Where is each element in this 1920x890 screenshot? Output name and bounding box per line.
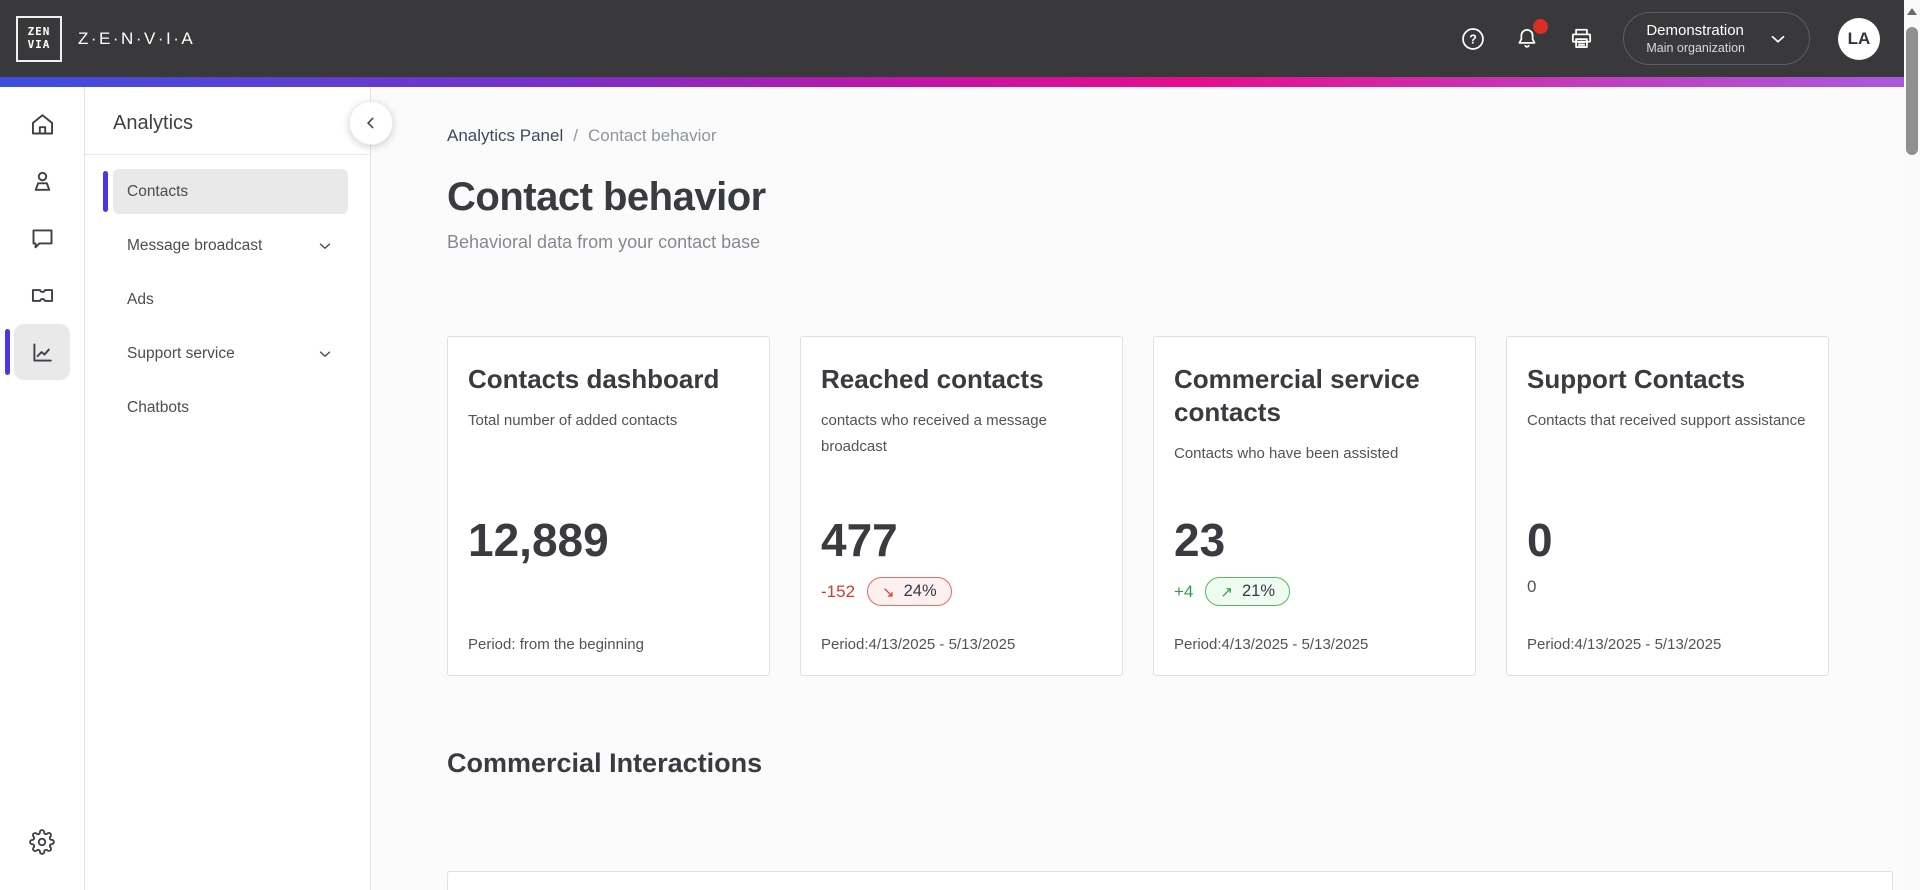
card-value: 0 <box>1527 514 1553 566</box>
trend-badge: ↘ 24% <box>867 577 952 606</box>
card-delta-row: -152 ↘ 24% <box>821 577 952 606</box>
trend-badge: ↗ 21% <box>1205 577 1290 606</box>
icon-nav-rail <box>0 87 85 890</box>
logo-text-top: ZEN <box>27 24 51 38</box>
trend-up-icon: ↗ <box>1220 583 1233 601</box>
card-title: Commercial service contacts <box>1174 364 1420 427</box>
kpi-cards-row: Contacts dashboard Total number of added… <box>447 336 1920 676</box>
delta-percent: 21% <box>1241 582 1275 600</box>
print-button[interactable] <box>1568 25 1595 52</box>
breadcrumb: Analytics Panel / Contact behavior <box>447 126 1920 146</box>
card-period: Period: from the beginning <box>468 636 644 653</box>
sidebar-collapse-button[interactable] <box>349 101 393 145</box>
trend-down-icon: ↘ <box>882 583 895 601</box>
breadcrumb-separator: / <box>573 126 578 145</box>
sidebar-item-label: Message broadcast <box>127 236 263 254</box>
organization-switcher[interactable]: Demonstration Main organization <box>1623 11 1810 66</box>
logo-text-bottom: VIA <box>27 37 51 51</box>
organization-subtitle: Main organization <box>1646 41 1745 56</box>
main-content: Analytics Panel / Contact behavior Conta… <box>371 87 1920 890</box>
breadcrumb-current: Contact behavior <box>587 126 717 145</box>
card-title: Support Contacts <box>1527 364 1746 394</box>
user-avatar[interactable]: LA <box>1838 17 1880 60</box>
sidebar-item-contacts[interactable]: Contacts <box>103 169 348 214</box>
card-commercial-service-contacts: Commercial service contacts Contacts who… <box>1153 336 1476 676</box>
gear-icon <box>29 829 55 855</box>
sidebar-item-ads[interactable]: Ads <box>113 277 348 322</box>
nav-analytics[interactable] <box>5 324 70 380</box>
card-period: Period:4/13/2025 - 5/13/2025 <box>821 636 1016 653</box>
sidebar-item-support-service[interactable]: Support service <box>113 331 348 376</box>
card-value: 23 <box>1174 514 1226 566</box>
sidebar-item-label: Chatbots <box>127 398 190 416</box>
chevron-left-icon <box>361 113 381 133</box>
card-title: Reached contacts <box>821 364 1044 394</box>
svg-text:?: ? <box>1470 32 1478 46</box>
card-description: Contacts that received support assistanc… <box>1527 412 1806 429</box>
person-icon <box>29 168 56 195</box>
card-description: Contacts who have been assisted <box>1174 445 1399 462</box>
sidebar-divider <box>85 154 370 155</box>
card-value: 477 <box>821 514 898 566</box>
bell-icon <box>1514 26 1540 52</box>
sidebar-title: Analytics <box>113 112 194 134</box>
sidebar-item-label: Support service <box>127 344 235 362</box>
sidebar-item-chatbots[interactable]: Chatbots <box>113 385 348 430</box>
card-reached-contacts: Reached contacts contacts who received a… <box>800 336 1123 676</box>
commercial-interactions-card <box>447 871 1893 890</box>
page-subtitle: Behavioral data from your contact base <box>447 232 761 252</box>
section-title-commercial-interactions: Commercial Interactions <box>447 748 763 778</box>
ticket-icon <box>29 282 56 309</box>
topbar-actions: ? <box>1460 11 1880 66</box>
breadcrumb-analytics-panel-link[interactable]: Analytics Panel <box>447 126 564 145</box>
nav-contacts[interactable] <box>14 153 70 209</box>
notification-badge-dot <box>1533 18 1549 34</box>
sidebar-item-message-broadcast[interactable]: Message broadcast <box>113 223 348 268</box>
card-delta-row: +4 ↗ 21% <box>1174 577 1290 606</box>
delta-amount: +4 <box>1174 581 1194 601</box>
notifications-button[interactable] <box>1514 18 1549 52</box>
page-title: Contact behavior <box>447 175 766 219</box>
card-delta-row: 0 <box>1527 577 1536 597</box>
sidebar-item-label: Contacts <box>127 182 189 200</box>
brand-gradient-bar <box>0 77 1920 87</box>
chat-bubble-icon <box>29 225 56 252</box>
nav-home[interactable] <box>14 96 70 152</box>
analytics-sidebar: Analytics Contacts Message broadcast Ads… <box>85 87 371 890</box>
nav-settings[interactable] <box>14 814 70 870</box>
chevron-down-icon <box>316 237 334 255</box>
scrollbar-up-arrow[interactable] <box>1907 8 1917 15</box>
nav-conversations[interactable] <box>14 210 70 266</box>
printer-icon <box>1568 25 1595 52</box>
zenvia-logo-icon[interactable]: ZEN VIA <box>16 15 62 62</box>
card-value: 12,889 <box>468 514 609 566</box>
card-support-contacts: Support Contacts Contacts that received … <box>1506 336 1829 676</box>
chevron-down-icon <box>1767 28 1789 50</box>
topbar: ZEN VIA Z·E·N·V·I·A ? <box>0 0 1920 77</box>
card-description: contacts who received a message broadcas… <box>821 412 1047 456</box>
delta-amount: 0 <box>1527 577 1537 596</box>
delta-percent: 24% <box>903 582 937 600</box>
brand-wordmark: Z·E·N·V·I·A <box>78 28 196 48</box>
sidebar-menu: Contacts Message broadcast Ads Support s… <box>85 155 370 430</box>
card-period: Period:4/13/2025 - 5/13/2025 <box>1527 636 1722 653</box>
card-period: Period:4/13/2025 - 5/13/2025 <box>1174 636 1369 653</box>
home-icon <box>29 111 56 138</box>
sidebar-item-label: Ads <box>127 290 154 308</box>
nav-tickets[interactable] <box>14 267 70 323</box>
delta-amount: -152 <box>821 581 856 601</box>
organization-name: Demonstration <box>1646 21 1744 39</box>
page-scrollbar[interactable] <box>1904 0 1920 890</box>
organization-labels: Demonstration Main organization <box>1646 21 1745 57</box>
chevron-down-icon <box>316 345 334 363</box>
line-chart-icon <box>29 339 56 366</box>
scrollbar-thumb[interactable] <box>1906 27 1918 155</box>
help-button[interactable]: ? <box>1460 26 1486 52</box>
card-contacts-dashboard: Contacts dashboard Total number of added… <box>447 336 770 676</box>
card-title: Contacts dashboard <box>468 364 720 394</box>
card-description: Total number of added contacts <box>468 412 678 429</box>
help-icon: ? <box>1460 26 1486 52</box>
